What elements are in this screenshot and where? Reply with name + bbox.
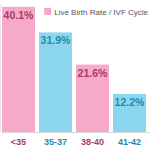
y-axis-line	[0, 4, 1, 132]
data-label: 40.1%	[4, 9, 34, 21]
data-label: 12.2%	[115, 96, 145, 108]
category-label: <35	[11, 137, 26, 147]
title-swatch	[44, 8, 51, 15]
bar	[113, 94, 146, 132]
labels: 40.1% <35 31.9% 35-37 21.6% 38-40 12.2% 41-42	[4, 9, 145, 147]
data-label: 21.6%	[78, 67, 108, 79]
chart: 40.1% <35 31.9% 35-37 21.6% 38-40 12.2% 41-42 Li…	[0, 0, 150, 150]
bars	[2, 7, 146, 132]
bar	[2, 7, 35, 132]
category-label: 38-40	[81, 137, 104, 147]
bar	[39, 32, 72, 132]
baseline	[2, 132, 150, 133]
data-label: 31.9%	[41, 34, 71, 46]
bar	[76, 65, 109, 132]
category-label: 41-42	[118, 137, 141, 147]
category-label: 35-37	[44, 137, 67, 147]
title: Live Birth Rate / IVF Cycle	[54, 8, 148, 17]
